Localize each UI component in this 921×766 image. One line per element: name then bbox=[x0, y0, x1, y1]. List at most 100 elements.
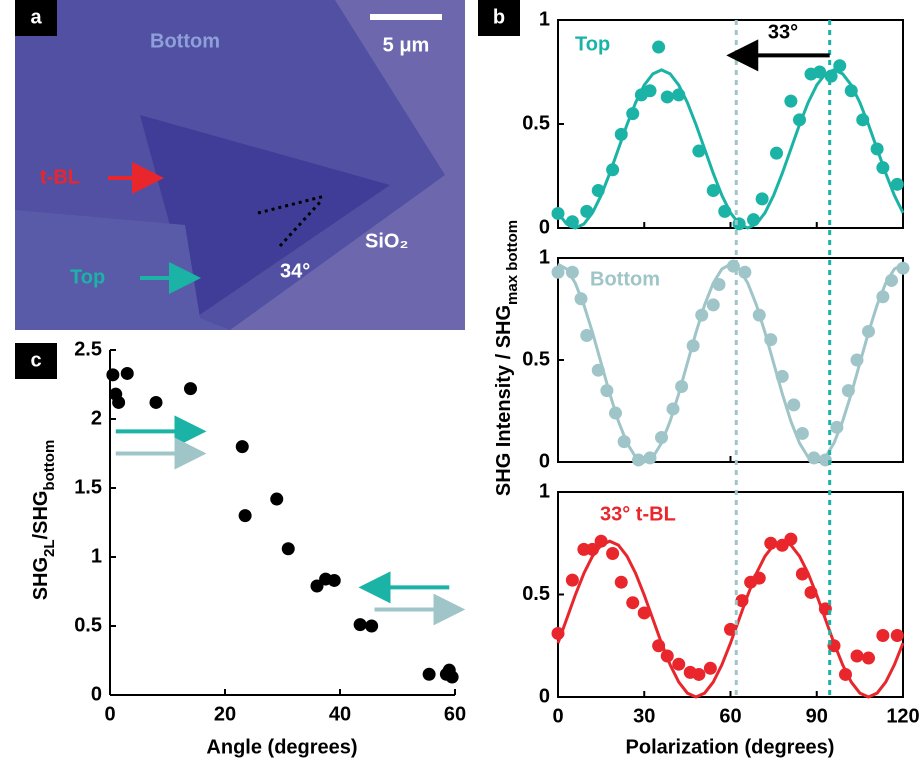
data-point bbox=[106, 368, 120, 382]
top-label: Top bbox=[70, 266, 105, 288]
angle-line bbox=[257, 194, 326, 215]
data-point bbox=[626, 596, 640, 610]
data-point bbox=[890, 177, 904, 191]
series-label: Top bbox=[575, 33, 610, 55]
panel-label: c bbox=[30, 349, 41, 371]
series-label: 33° t-BL bbox=[600, 503, 676, 525]
y-tick-label: 0 bbox=[539, 685, 550, 707]
data-point bbox=[551, 265, 565, 279]
data-point bbox=[565, 573, 579, 587]
data-point bbox=[422, 667, 436, 681]
data-point bbox=[327, 573, 341, 587]
x-tick-label: 0 bbox=[552, 705, 563, 727]
y-tick-label: 1.5 bbox=[74, 476, 102, 498]
data-point bbox=[353, 618, 367, 632]
scale-label: 5 μm bbox=[383, 34, 430, 56]
angle-line bbox=[278, 198, 324, 248]
label-part: SHG Intensity / SHG bbox=[493, 305, 515, 496]
y-tick-label: 1 bbox=[91, 545, 102, 567]
y-tick-label: 1 bbox=[539, 8, 550, 30]
tbl-region bbox=[140, 115, 390, 318]
x-tick-label: 90 bbox=[806, 705, 828, 727]
x-tick-label: 0 bbox=[104, 703, 115, 725]
data-point bbox=[184, 382, 197, 396]
x-axis-label: Angle (degrees) bbox=[206, 736, 357, 758]
x-tick-label: 20 bbox=[214, 703, 236, 725]
data-point bbox=[606, 547, 620, 560]
x-tick-label: 60 bbox=[444, 703, 466, 725]
x-tick-label: 40 bbox=[329, 703, 351, 725]
data-point bbox=[692, 667, 706, 681]
data-point bbox=[281, 542, 295, 556]
panel-label-box bbox=[15, 343, 57, 379]
data-point bbox=[660, 90, 674, 104]
y-tick-label: 0 bbox=[539, 450, 550, 472]
y-tick-label: 1 bbox=[539, 246, 550, 268]
data-point bbox=[850, 649, 864, 663]
data-point bbox=[862, 651, 875, 665]
data-point bbox=[706, 184, 720, 198]
data-point bbox=[637, 606, 651, 620]
label-subscript: 2L bbox=[41, 539, 58, 557]
series-label: Bottom bbox=[590, 268, 660, 290]
y-tick-label: 0.5 bbox=[522, 583, 550, 605]
x-tick-label: 120 bbox=[886, 705, 919, 727]
data-point bbox=[672, 657, 686, 671]
data-point bbox=[445, 670, 459, 684]
micrograph: a Bottom 5 μm t-BL Top 34° SiO₂ bbox=[15, 0, 465, 330]
annotation-label: 33° bbox=[768, 22, 798, 44]
panel-label-box bbox=[15, 0, 57, 36]
data-point bbox=[365, 619, 379, 633]
data-point bbox=[876, 629, 890, 642]
data-point bbox=[770, 146, 783, 160]
fit-curve bbox=[556, 539, 905, 699]
x-tick-label: 60 bbox=[719, 705, 741, 727]
y-tick-label: 2 bbox=[91, 407, 102, 429]
data-point bbox=[703, 661, 717, 675]
y-axis-label: SHG2L/SHGbottom bbox=[30, 440, 58, 601]
data-point bbox=[643, 84, 657, 98]
y-tick-label: 0.5 bbox=[522, 112, 550, 134]
label-subscript: max bottom bbox=[504, 220, 521, 305]
data-point bbox=[149, 395, 163, 409]
y-tick-label: 2.5 bbox=[74, 338, 102, 360]
data-point bbox=[614, 575, 628, 589]
panel-label-box bbox=[478, 0, 520, 36]
fit-curve bbox=[556, 68, 905, 230]
data-point bbox=[235, 440, 249, 454]
angle-label: 34° bbox=[280, 260, 310, 282]
top-flake bbox=[15, 210, 230, 330]
y-tick-label: 0 bbox=[91, 683, 102, 705]
panel-label: a bbox=[30, 6, 42, 28]
tbl-label: t-BL bbox=[40, 166, 80, 188]
data-point bbox=[112, 395, 126, 409]
fit-curve bbox=[557, 262, 904, 464]
data-point bbox=[795, 426, 809, 440]
x-axis-label: Polarization (degrees) bbox=[626, 736, 835, 758]
data-point bbox=[580, 329, 594, 343]
data-point bbox=[120, 366, 134, 380]
data-point bbox=[692, 144, 706, 158]
data-point bbox=[833, 59, 847, 73]
data-point bbox=[652, 40, 666, 54]
data-point bbox=[755, 192, 769, 206]
data-point bbox=[238, 509, 252, 523]
substrate-label: SiO₂ bbox=[365, 230, 408, 252]
data-point bbox=[787, 398, 801, 412]
y-axis-label: SHG Intensity / SHGmax bottom bbox=[493, 220, 521, 496]
panel-label: b bbox=[493, 6, 505, 28]
data-point bbox=[890, 629, 904, 642]
data-point bbox=[270, 492, 284, 506]
x-tick-label: 30 bbox=[633, 705, 655, 727]
y-tick-label: 0.5 bbox=[74, 614, 102, 636]
bottom-label: Bottom bbox=[150, 30, 220, 52]
y-tick-label: 0.5 bbox=[522, 348, 550, 370]
y-tick-label: 1 bbox=[539, 480, 550, 502]
y-tick-label: 0 bbox=[539, 216, 550, 238]
label-part: SHG bbox=[30, 557, 52, 600]
label-subscript: bottom bbox=[41, 440, 58, 491]
data-point bbox=[706, 298, 720, 312]
data-point bbox=[784, 94, 798, 108]
